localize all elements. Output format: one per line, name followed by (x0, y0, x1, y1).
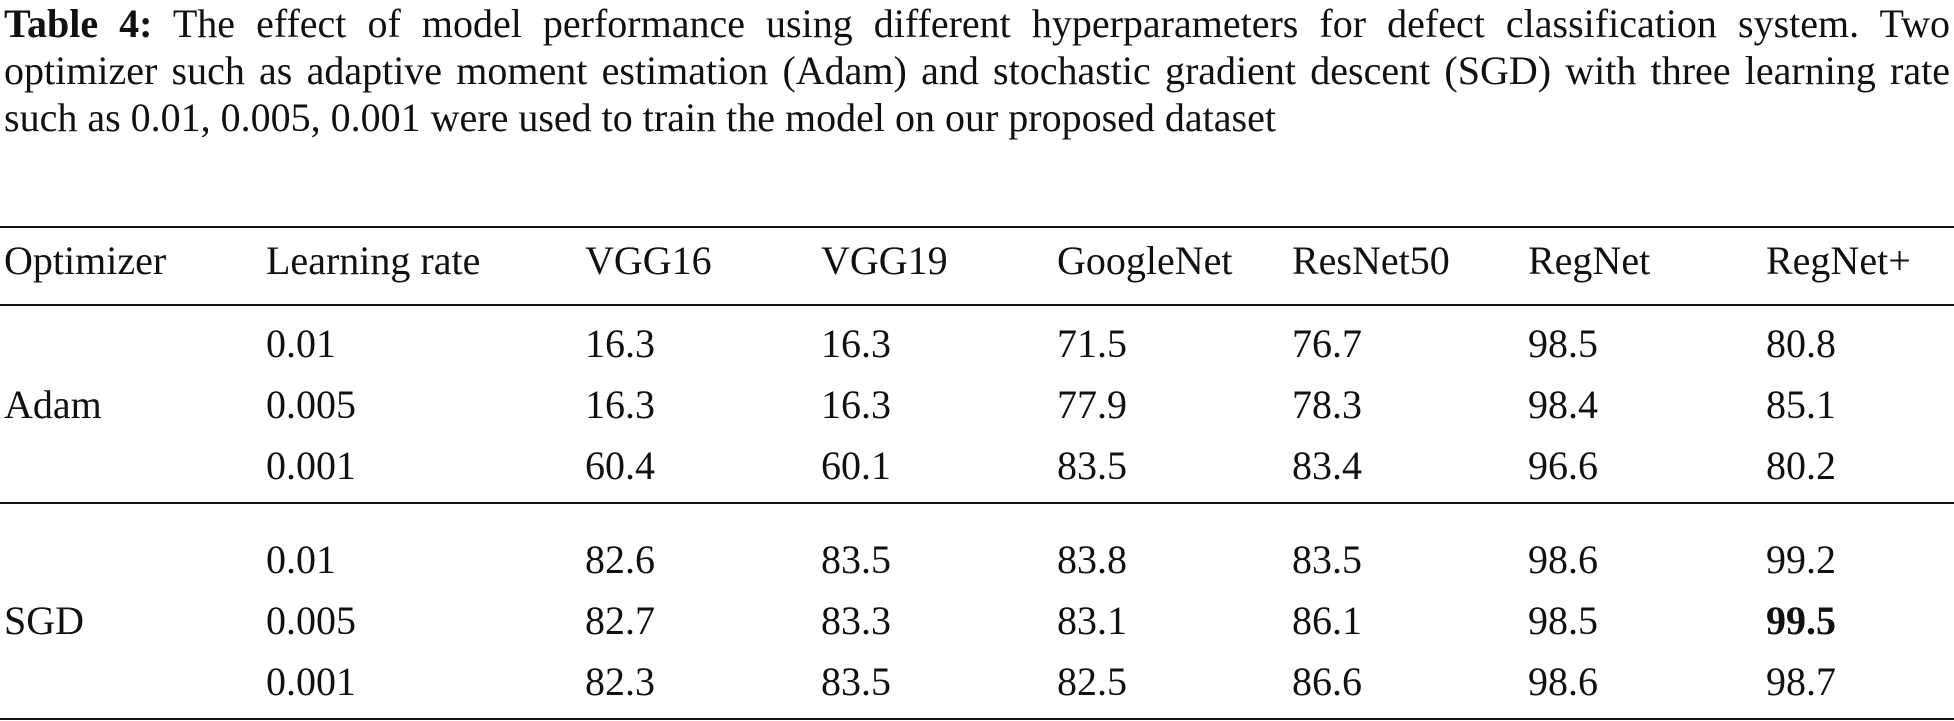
header-resnet50: ResNet50 (1292, 238, 1450, 283)
table-cell: 0.005 (266, 598, 356, 643)
table-cell: 83.1 (1057, 598, 1127, 643)
table-cell: 71.5 (1057, 321, 1127, 366)
table-cell: 83.4 (1292, 443, 1362, 488)
table-cell: 16.3 (585, 382, 655, 427)
table-cell: 60.4 (585, 443, 655, 488)
table-cell: 16.3 (821, 321, 891, 366)
optimizer-label-adam: Adam (4, 382, 102, 427)
table-cell: 78.3 (1292, 382, 1362, 427)
table-cell: 82.3 (585, 659, 655, 704)
table-cell: 82.5 (1057, 659, 1127, 704)
header-regnet: RegNet (1528, 238, 1651, 283)
table-cell: 77.9 (1057, 382, 1127, 427)
table-cell: 86.1 (1292, 598, 1362, 643)
table-cell: 83.5 (1292, 537, 1362, 582)
group-separator-rule (0, 502, 1954, 504)
table-cell: 82.6 (585, 537, 655, 582)
best-result-cell: 99.5 (1766, 598, 1836, 643)
table-cell: 83.5 (821, 659, 891, 704)
table-cell: 96.6 (1528, 443, 1598, 488)
table-cell: 16.3 (821, 382, 891, 427)
header-regnet-plus: RegNet+ (1766, 238, 1911, 283)
table-cell: 83.3 (821, 598, 891, 643)
table-cell: 0.001 (266, 659, 356, 704)
table-cell: 0.001 (266, 443, 356, 488)
table-cell: 98.6 (1528, 659, 1598, 704)
table-cell: 98.4 (1528, 382, 1598, 427)
caption-text: The effect of model performance using di… (4, 1, 1950, 140)
table-cell: 16.3 (585, 321, 655, 366)
header-learning-rate: Learning rate (266, 238, 481, 283)
header-optimizer: Optimizer (4, 238, 167, 283)
caption-label: Table 4: (4, 1, 153, 46)
table-cell: 0.01 (266, 321, 336, 366)
table-cell: 99.2 (1766, 537, 1836, 582)
table-cell: 98.6 (1528, 537, 1598, 582)
table-cell: 83.5 (821, 537, 891, 582)
optimizer-label-sgd: SGD (4, 598, 85, 643)
table-cell: 80.8 (1766, 321, 1836, 366)
table-cell: 98.5 (1528, 598, 1598, 643)
table-caption: Table 4: The effect of model performance… (4, 0, 1950, 141)
table-cell: 85.1 (1766, 382, 1836, 427)
table-cell: 82.7 (585, 598, 655, 643)
table-cell: 0.005 (266, 382, 356, 427)
header-googlenet: GoogleNet (1057, 238, 1233, 283)
table-cell: 80.2 (1766, 443, 1836, 488)
table-cell: 76.7 (1292, 321, 1362, 366)
table-cell: 98.5 (1528, 321, 1598, 366)
header-rule (0, 304, 1954, 306)
header-vgg16: VGG16 (585, 238, 712, 283)
table-cell: 83.5 (1057, 443, 1127, 488)
table-top-rule (0, 226, 1954, 228)
table-cell: 60.1 (821, 443, 891, 488)
table-cell: 86.6 (1292, 659, 1362, 704)
table-cell: 98.7 (1766, 659, 1836, 704)
table-cell: 83.8 (1057, 537, 1127, 582)
table-bottom-rule (0, 718, 1954, 720)
table-cell: 0.01 (266, 537, 336, 582)
header-vgg19: VGG19 (821, 238, 948, 283)
